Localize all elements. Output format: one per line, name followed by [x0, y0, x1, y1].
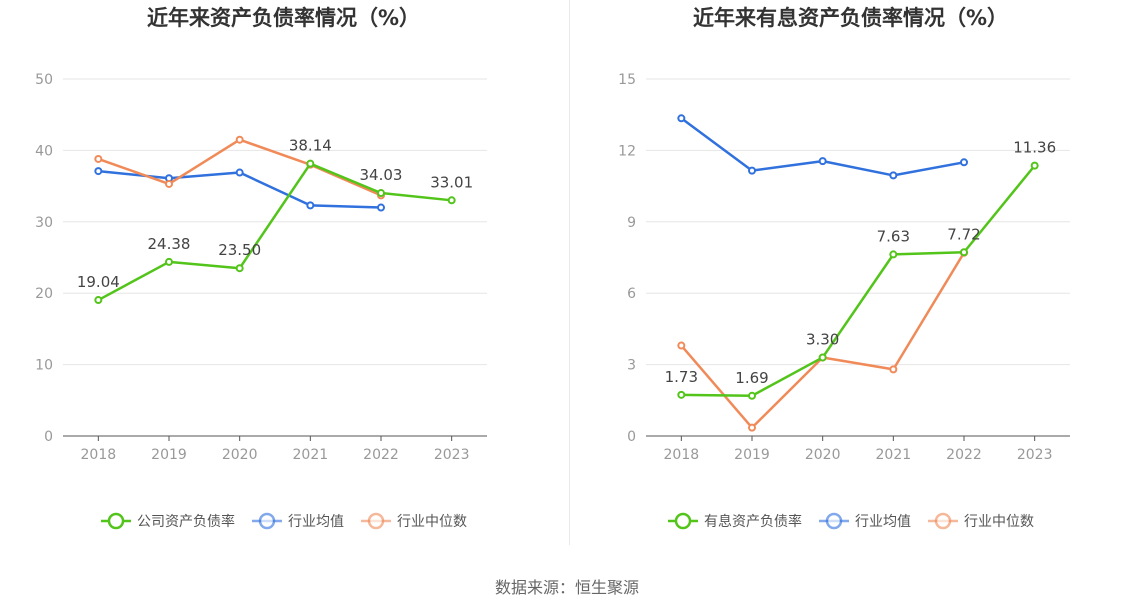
- y-tick-label: 15: [618, 72, 636, 88]
- legend-marker-icon: [361, 512, 391, 530]
- y-tick-label: 3: [627, 358, 636, 374]
- chart-panel-right: 近年来有息资产负债率情况（%） 0 3 6 9 12 15 2018 2019 2020 2021…: [567, 0, 1134, 560]
- data-point-avg: [748, 166, 756, 175]
- data-point-median: [677, 341, 686, 350]
- data-point-avg: [306, 201, 315, 210]
- legend-label: 行业均值: [855, 514, 911, 530]
- data-label: 7.63: [877, 227, 910, 245]
- data-label: 34.03: [360, 166, 403, 184]
- x-tick-label: 2022: [946, 447, 982, 463]
- legend-marker-icon: [928, 512, 958, 530]
- data-point-median: [94, 154, 103, 163]
- legend-item-avg[interactable]: 行业均值: [818, 511, 911, 531]
- data-point-avg: [377, 203, 385, 212]
- data-source-note: 数据来源：恒生聚源: [494, 578, 639, 597]
- data-point-median: [748, 423, 756, 432]
- data-point-company: [1030, 161, 1039, 170]
- x-tick-label: 2018: [81, 447, 117, 463]
- legend-label: 公司资产负债率: [137, 514, 235, 530]
- data-point-avg: [960, 158, 968, 167]
- data-point-median: [889, 365, 898, 374]
- data-point-company: [818, 353, 827, 362]
- legend-label: 有息资产负债率: [704, 514, 802, 530]
- chart-legend: 有息资产负债率 行业均值 行业中位数: [567, 511, 1134, 531]
- legend-marker-icon: [668, 512, 698, 530]
- legend-marker-icon: [819, 512, 849, 530]
- legend-label: 行业均值: [288, 514, 344, 530]
- data-label: 19.04: [77, 273, 120, 291]
- chart-panel-left: 近年来资产负债率情况（%） 0 10 20 30 40 50 2018 2019 2020 202…: [0, 0, 567, 560]
- chart-title: 近年来资产负债率情况（%）: [146, 6, 421, 30]
- data-point-company: [377, 189, 385, 198]
- y-tick-label: 6: [627, 286, 636, 302]
- x-tick-label: 2023: [434, 447, 470, 463]
- data-point-company: [165, 257, 173, 266]
- x-tick-label: 2022: [363, 447, 399, 463]
- data-point-company: [447, 196, 456, 205]
- data-label: 33.01: [430, 173, 473, 191]
- data-point-median: [165, 179, 173, 188]
- legend-item-median[interactable]: 行业中位数: [360, 511, 467, 531]
- legend-label: 行业中位数: [964, 514, 1034, 530]
- x-tick-label: 2021: [293, 447, 329, 463]
- data-point-median: [235, 135, 244, 144]
- y-tick-label: 10: [35, 358, 53, 374]
- y-tick-label: 0: [627, 429, 636, 445]
- x-tick-label: 2020: [222, 447, 258, 463]
- data-label: 3.30: [806, 330, 839, 348]
- series-line-company: [97, 162, 452, 302]
- data-point-company: [94, 296, 103, 305]
- data-point-company: [677, 390, 686, 399]
- legend-item-company[interactable]: 公司资产负债率: [100, 511, 235, 531]
- legend-marker-icon: [252, 512, 282, 530]
- y-tick-label: 20: [35, 286, 53, 302]
- panel-divider: [569, 0, 570, 545]
- y-tick-label: 12: [618, 143, 636, 159]
- y-tick-label: 50: [35, 72, 53, 88]
- data-label: 1.69: [735, 369, 768, 387]
- y-tick-label: 40: [35, 143, 53, 159]
- x-tick-label: 2019: [734, 447, 770, 463]
- legend-marker-icon: [101, 512, 131, 530]
- legend-label: 行业中位数: [397, 514, 467, 530]
- x-tick-label: 2019: [151, 447, 187, 463]
- legend-item-avg[interactable]: 行业均值: [251, 511, 344, 531]
- data-point-company: [235, 264, 244, 273]
- chart-legend: 公司资产负债率 行业均值 行业中位数: [0, 511, 567, 531]
- data-point-company: [960, 248, 968, 257]
- data-label: 38.14: [289, 137, 332, 155]
- y-tick-label: 9: [627, 215, 636, 231]
- x-tick-label: 2023: [1017, 447, 1053, 463]
- data-label: 11.36: [1013, 139, 1056, 157]
- line-chart: 0 10 20 30 40 50 2018 2019 2020 2021 2022 2023 19.04…: [35, 72, 487, 463]
- x-tick-label: 2018: [664, 447, 700, 463]
- data-point-avg: [94, 167, 103, 176]
- data-point-avg: [818, 157, 827, 166]
- data-point-company: [889, 250, 898, 259]
- y-tick-label: 0: [44, 429, 53, 445]
- data-point-avg: [889, 171, 898, 180]
- x-tick-label: 2020: [805, 447, 841, 463]
- series-line-median: [97, 138, 382, 197]
- x-tick-label: 2021: [876, 447, 912, 463]
- data-point-avg: [677, 114, 686, 123]
- series-line-company: [681, 164, 1036, 398]
- data-label: 7.72: [947, 225, 980, 243]
- chart-title: 近年来有息资产负债率情况（%）: [692, 6, 1009, 30]
- data-label: 24.38: [148, 235, 191, 253]
- line-chart: 0 3 6 9 12 15 2018 2019 2020 2021 2022 2023 1.73 1.69…: [618, 72, 1070, 463]
- data-label: 23.50: [218, 241, 261, 259]
- data-point-company: [306, 159, 315, 168]
- series-line-avg: [680, 117, 965, 177]
- legend-item-company[interactable]: 有息资产负债率: [667, 511, 802, 531]
- data-label: 1.73: [665, 368, 698, 386]
- data-point-company: [748, 391, 756, 400]
- legend-item-median[interactable]: 行业中位数: [927, 511, 1034, 531]
- y-tick-label: 30: [35, 215, 53, 231]
- data-point-avg: [235, 168, 244, 177]
